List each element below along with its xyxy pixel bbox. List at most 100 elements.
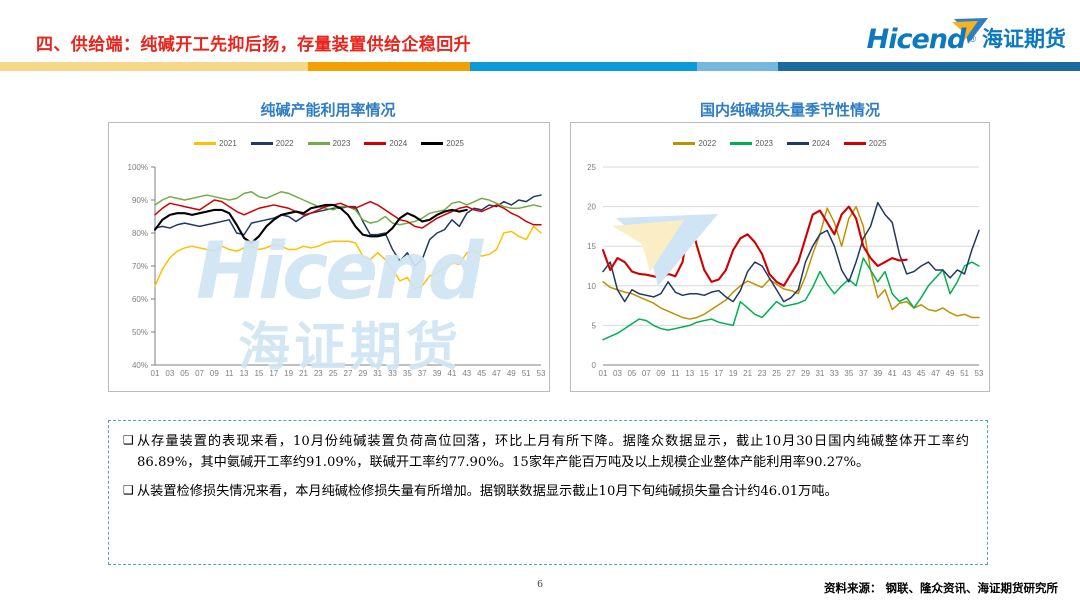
- brand-swoosh-icon: [952, 18, 988, 44]
- legend-swatch: [787, 142, 809, 145]
- x-axis-tick-label: 21: [299, 369, 308, 378]
- x-axis-tick-label: 07: [195, 369, 204, 378]
- commentary-panel: ❑ 从存量装置的表现来看，10月份纯碱装置负荷高位回落，环比上月有所下降。据隆众…: [108, 420, 988, 565]
- legend-label: 2023: [755, 139, 773, 148]
- x-axis-tick-label: 49: [946, 369, 955, 378]
- color-rule-segment: [307, 62, 470, 71]
- x-axis-tick-label: 35: [844, 369, 853, 378]
- x-axis-tick-label: 33: [388, 369, 397, 378]
- chart-legend-right: 2022 2023 2024 2025: [571, 139, 989, 148]
- y-axis-tick-label: 15: [587, 242, 596, 251]
- brand-wordmark: Hicend: [866, 23, 967, 55]
- legend-swatch: [364, 142, 387, 145]
- x-axis-tick-label: 37: [859, 369, 868, 378]
- color-rule-segment: [777, 62, 1080, 71]
- x-axis-tick-label: 23: [314, 369, 323, 378]
- y-axis-tick-label: 5: [592, 321, 597, 330]
- chart-title-left: 纯碱产能利用率情况: [260, 101, 396, 119]
- legend-label: 2025: [446, 139, 464, 148]
- x-axis-tick-label: 25: [329, 369, 338, 378]
- chart-panel-loss-seasonality: 2022 2023 2024 2025 0 5 10 15 20 25 01 03 05 07 09 11 1…: [570, 122, 990, 392]
- x-axis-tick-label: 43: [462, 369, 471, 378]
- y-axis-tick-label: 90%: [132, 196, 148, 205]
- legend-label: 2023: [332, 139, 351, 148]
- legend-label: 2024: [812, 139, 830, 148]
- x-axis-tick-label: 15: [254, 369, 263, 378]
- x-axis-tick-label: 21: [743, 369, 752, 378]
- legend-swatch: [194, 142, 216, 145]
- x-axis-tick-label: 41: [888, 369, 897, 378]
- x-axis-tick-label: 01: [151, 369, 160, 378]
- chart-legend-left: 2021 2022 2023 2024 2025: [109, 139, 549, 148]
- x-axis-tick-label: 29: [358, 369, 367, 378]
- legend-swatch: [421, 142, 444, 145]
- color-rule-segment: [696, 62, 778, 71]
- x-axis-tick-label: 19: [284, 369, 293, 378]
- legend-swatch: [673, 142, 696, 145]
- x-axis-tick-label: 09: [210, 369, 219, 378]
- x-axis-tick-label: 49: [507, 369, 516, 378]
- x-axis-tick-label: 25: [772, 369, 781, 378]
- chart-panel-capacity-utilization: 2021 2022 2023 2024 2025 40% 50% 60% 70% 80% 90% 1…: [108, 122, 550, 392]
- x-axis-tick-label: 47: [931, 369, 940, 378]
- y-axis-tick-label: 20: [587, 203, 596, 212]
- x-axis-tick-label: 11: [671, 369, 680, 378]
- x-axis-tick-label: 17: [714, 369, 723, 378]
- source-note: 资料来源： 钢联、隆众资讯、海证期货研究所: [823, 581, 1058, 595]
- x-axis-tick-label: 47: [492, 369, 501, 378]
- bullet-item: ❑ 从装置检修损失情况来看，本月纯碱检修损失量有所增加。据钢联数据显示截止10月…: [123, 481, 969, 502]
- x-axis-tick-label: 09: [656, 369, 665, 378]
- brand-chinese-name: 海证期货: [982, 26, 1066, 51]
- legend-entry: 2025: [843, 139, 887, 148]
- legend-label: 2021: [219, 139, 237, 148]
- series-line-2024: [154, 199, 542, 229]
- x-axis-tick-label: 07: [642, 369, 651, 378]
- legend-swatch: [843, 142, 866, 145]
- x-axis-tick-label: 31: [815, 369, 824, 378]
- legend-swatch: [307, 142, 330, 145]
- x-axis-tick-label: 15: [700, 369, 709, 378]
- legend-entry: 2025: [421, 139, 464, 148]
- x-axis-tick-label: 53: [537, 369, 546, 378]
- x-axis-tick-label: 27: [787, 369, 796, 378]
- legend-label: 2022: [698, 139, 717, 148]
- x-axis-tick-label: 35: [403, 369, 412, 378]
- bullet-item: ❑ 从存量装置的表现来看，10月份纯碱装置负荷高位回落，环比上月有所下降。据隆众…: [123, 431, 969, 474]
- x-axis-tick-label: 33: [830, 369, 839, 378]
- legend-entry: 2024: [787, 139, 830, 148]
- x-axis-tick-label: 37: [418, 369, 427, 378]
- x-axis-tick-label: 13: [240, 369, 249, 378]
- header-color-rule: [0, 62, 1080, 71]
- x-axis-tick-label: 13: [685, 369, 694, 378]
- x-axis-tick-label: 45: [477, 369, 486, 378]
- legend-entry: 2024: [364, 139, 407, 148]
- legend-entry: 2023: [730, 139, 773, 148]
- x-axis-tick-label: 51: [522, 369, 531, 378]
- bullet-marker: ❑: [123, 482, 134, 497]
- y-axis-tick-label: 100%: [128, 163, 148, 172]
- x-axis-tick-label: 11: [225, 369, 234, 378]
- chart-title-right: 国内纯碱损失量季节性情况: [699, 101, 880, 119]
- y-axis-tick-label: 80%: [132, 229, 148, 238]
- legend-entry: 2021: [194, 139, 237, 148]
- x-axis-tick-label: 29: [801, 369, 810, 378]
- legend-entry: 2022: [673, 139, 716, 148]
- x-axis-tick-label: 39: [873, 369, 882, 378]
- y-axis-tick-label: 60%: [132, 295, 148, 304]
- y-axis-tick-label: 0: [592, 361, 597, 370]
- y-axis-tick-label: 40%: [132, 361, 148, 370]
- y-axis-tick-label: 10: [587, 282, 596, 291]
- x-axis-tick-label: 17: [269, 369, 278, 378]
- series-line-2025: [153, 203, 468, 244]
- x-axis-tick-label: 45: [917, 369, 926, 378]
- bullet-text: 从存量装置的表现来看，10月份纯碱装置负荷高位回落，环比上月有所下降。据隆众数据…: [137, 434, 969, 471]
- series-line-2021: [154, 225, 542, 290]
- x-axis-tick-label: 41: [447, 369, 456, 378]
- x-axis-tick-label: 51: [960, 369, 969, 378]
- x-axis-tick-label: 43: [902, 369, 911, 378]
- legend-swatch: [730, 142, 753, 145]
- series-line-2023: [602, 257, 980, 341]
- page-number: 6: [537, 578, 543, 590]
- chart-plot-left: 40% 50% 60% 70% 80% 90% 100% 01 03 05 07 09 11 13 15 17…: [128, 163, 546, 378]
- y-axis-tick-label: 25: [587, 163, 596, 172]
